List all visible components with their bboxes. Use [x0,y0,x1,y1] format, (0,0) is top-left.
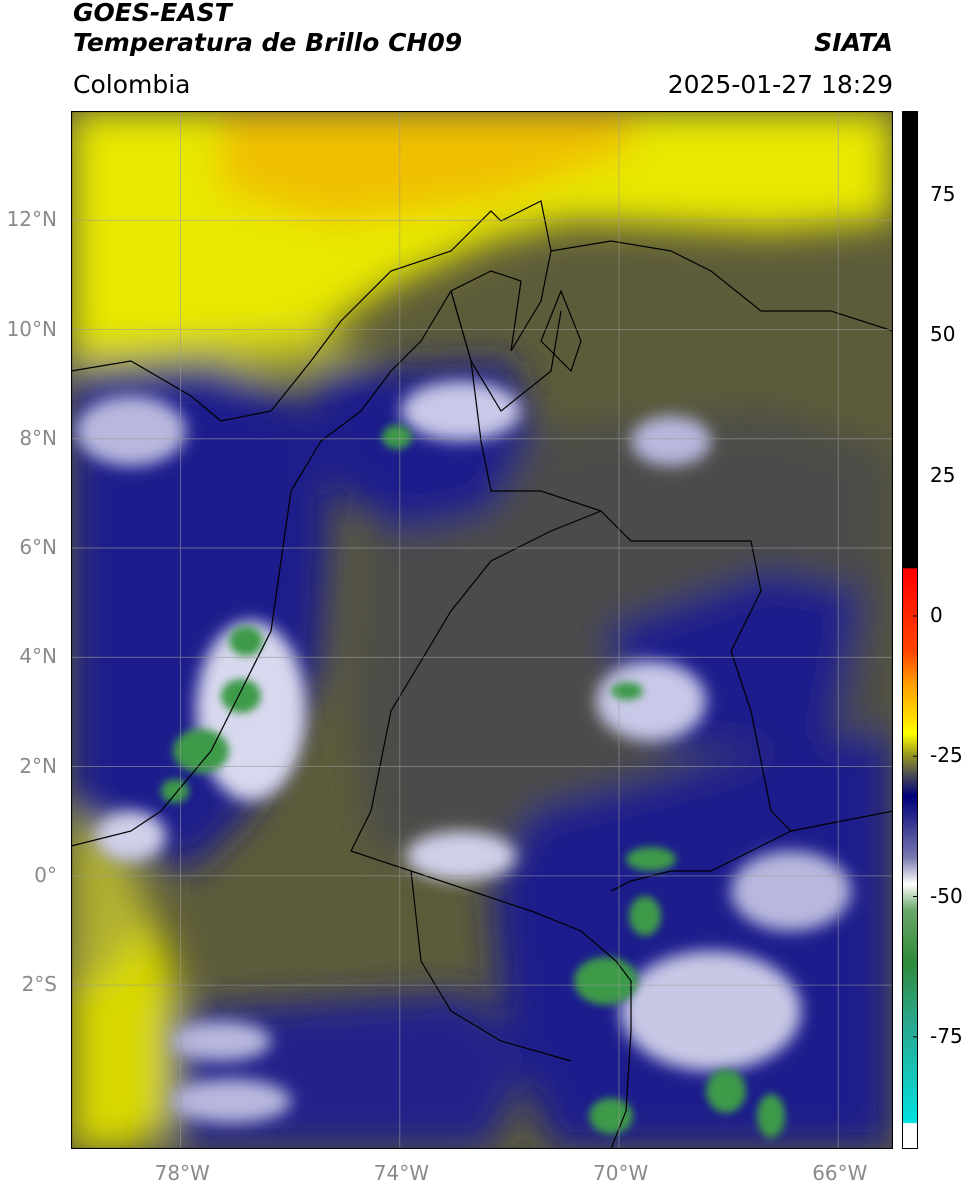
title-region: Colombia [73,70,191,99]
title-satellite: GOES-EAST [73,0,232,27]
lon-tick-label: 78°W [154,1161,210,1185]
lat-tick-label: 10°N [6,316,57,341]
title-product: Temperatura de Brillo CH09 [73,28,463,57]
lat-tick-label: 8°N [19,425,57,450]
map-frame [71,111,893,1149]
boundary-lines [71,200,893,1149]
lon-tick-label: 66°W [812,1161,868,1185]
lat-tick-label: 4°N [19,644,57,669]
title-datetime: 2025-01-27 18:29 [667,70,893,99]
satellite-map [71,111,893,1149]
title-organization: SIATA [814,28,893,57]
colorbar-tick-label: 25 [930,462,956,487]
lon-tick-label: 74°W [373,1161,430,1185]
colorbar [902,111,918,1149]
colorbar-tick-label: -50 [930,883,963,908]
colorbar-tick-label: -75 [930,1023,963,1048]
lat-tick-label: 12°N [6,207,57,232]
lon-tick-label: 70°W [593,1161,649,1185]
lat-tick-label: 6°N [19,535,57,560]
gridlines [71,111,893,1149]
lat-tick-label: 2°N [19,753,57,778]
colorbar-tick-label: 75 [930,182,956,207]
lat-tick-label: 0° [34,862,57,887]
colorbar-tick-label: -25 [930,743,963,768]
colorbar-tick-label: 50 [930,322,956,347]
colorbar-tick-label: 0 [930,602,943,627]
lat-tick-label: 2°S [21,972,57,997]
